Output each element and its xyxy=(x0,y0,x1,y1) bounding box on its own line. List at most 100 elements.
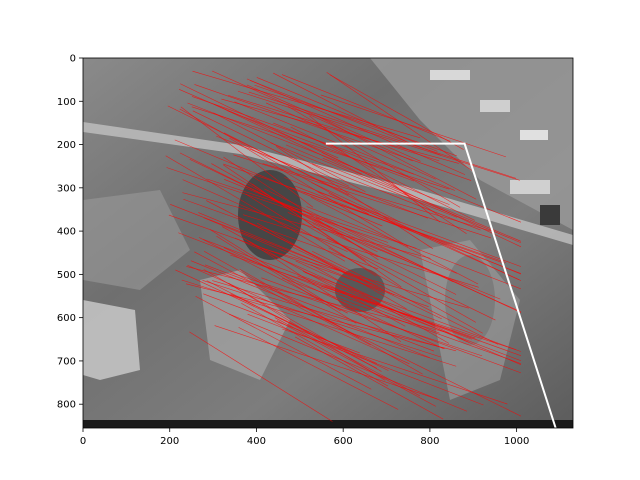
match-line xyxy=(317,191,522,267)
match-line xyxy=(189,159,338,231)
match-line xyxy=(166,167,389,243)
match-line xyxy=(178,232,440,334)
match-line xyxy=(234,101,456,191)
y-tick-label: 0 xyxy=(70,54,76,65)
match-line xyxy=(245,193,377,277)
match-line xyxy=(326,237,496,321)
match-line xyxy=(281,74,451,142)
match-line xyxy=(287,212,501,300)
match-line xyxy=(299,221,477,323)
match-line xyxy=(320,94,507,158)
x-axis: 0 200 400 600 800 1000 xyxy=(80,428,529,447)
match-line xyxy=(216,135,428,219)
y-tick-label: 800 xyxy=(57,400,76,411)
match-line xyxy=(191,96,415,175)
match-line xyxy=(247,240,402,342)
boundary-line xyxy=(325,142,557,428)
match-line xyxy=(295,260,469,343)
match-line xyxy=(261,277,522,374)
match-line xyxy=(228,282,386,381)
match-line xyxy=(270,142,458,218)
match-line xyxy=(233,154,492,239)
match-line xyxy=(192,70,421,139)
match-line xyxy=(227,110,415,182)
match-line xyxy=(174,139,383,227)
match-line xyxy=(194,251,371,346)
y-tick-label: 500 xyxy=(57,270,76,281)
match-line xyxy=(234,237,405,315)
match-line xyxy=(312,251,499,345)
match-line xyxy=(274,317,421,397)
x-tick-label: 0 xyxy=(80,436,86,447)
x-tick-label: 600 xyxy=(334,436,353,447)
match-line xyxy=(297,275,522,362)
x-tick-label: 400 xyxy=(247,436,266,447)
match-line xyxy=(179,108,369,215)
y-tick-label: 300 xyxy=(57,183,76,194)
match-line xyxy=(284,177,522,275)
x-tick-label: 200 xyxy=(160,436,179,447)
match-line xyxy=(312,223,457,295)
match-line xyxy=(328,193,522,281)
match-line xyxy=(311,163,481,231)
match-line xyxy=(246,78,466,175)
match-line xyxy=(294,336,444,420)
match-line xyxy=(212,280,446,349)
match-line xyxy=(282,277,522,364)
match-line xyxy=(170,204,370,283)
match-line xyxy=(327,141,467,234)
match-line xyxy=(167,105,349,196)
match-line xyxy=(189,331,333,422)
match-line xyxy=(256,77,438,152)
match-line xyxy=(213,112,366,193)
y-tick-label: 200 xyxy=(57,140,76,151)
match-line xyxy=(229,137,409,247)
match-line xyxy=(329,74,464,150)
match-line xyxy=(324,319,522,417)
match-line xyxy=(265,102,436,180)
match-line xyxy=(221,98,459,164)
match-line xyxy=(310,264,450,344)
match-line xyxy=(198,237,348,314)
match-line xyxy=(168,214,429,307)
match-line xyxy=(316,115,477,200)
match-line xyxy=(273,72,407,142)
match-line xyxy=(224,179,457,274)
y-tick-label: 600 xyxy=(57,313,76,324)
match-lines xyxy=(165,70,522,422)
match-line xyxy=(228,313,468,412)
match-line xyxy=(187,264,410,365)
match-line xyxy=(213,103,363,175)
match-line xyxy=(206,178,417,249)
match-line xyxy=(324,284,522,356)
match-line xyxy=(237,90,520,181)
match-line xyxy=(165,155,346,262)
match-line xyxy=(206,200,347,273)
match-line xyxy=(212,70,413,162)
match-line xyxy=(195,296,372,390)
axes-frame xyxy=(82,57,574,429)
match-line xyxy=(182,179,348,252)
match-line xyxy=(309,115,441,223)
match-line xyxy=(185,283,457,352)
match-line xyxy=(306,206,522,290)
match-line xyxy=(181,279,457,367)
match-line xyxy=(276,320,436,407)
match-line xyxy=(203,269,382,372)
match-line xyxy=(223,247,444,350)
match-line xyxy=(241,302,389,387)
match-line xyxy=(190,260,430,358)
aerial-photo xyxy=(83,58,573,428)
match-line xyxy=(180,106,314,208)
match-line xyxy=(221,226,406,327)
match-line xyxy=(326,72,472,171)
match-line xyxy=(313,219,522,313)
match-line xyxy=(202,279,441,358)
match-line xyxy=(178,89,339,159)
y-axis: 0 100 200 300 400 500 600 700 800 xyxy=(57,54,83,411)
match-line xyxy=(191,106,450,190)
match-line xyxy=(262,163,492,232)
match-line xyxy=(229,272,483,357)
